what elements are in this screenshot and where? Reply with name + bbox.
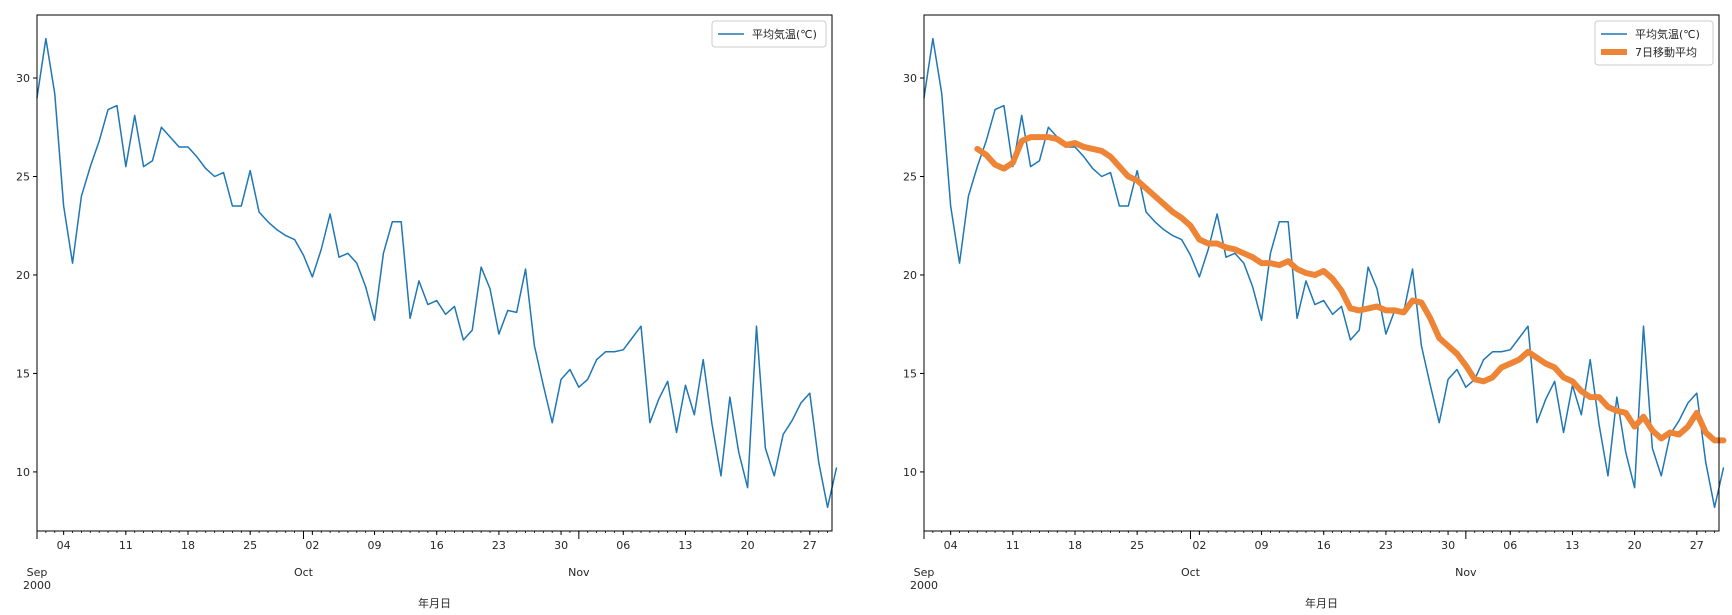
x-tick-label: 04 (57, 539, 71, 552)
legend-label: 平均気温(℃) (752, 27, 817, 41)
x-tick-label: 02 (305, 539, 319, 552)
x-tick-label: 23 (1379, 539, 1393, 552)
plot-frame (923, 14, 1720, 532)
series-line-moving-average (974, 134, 1727, 444)
left-chart: 10 15 20 25 30 04 11 18 25 02 09 16 23 30 06 13 20 27 Sep 2… (16, 14, 838, 610)
x-tick-label: 09 (1255, 539, 1269, 552)
x-axis-title: 年月日 (1305, 596, 1338, 610)
x-major-tick-label: Nov (1455, 566, 1477, 579)
x-tick-label: 18 (1068, 539, 1082, 552)
y-tick-label: 10 (16, 466, 30, 479)
x-major-tick-label: Oct (1181, 566, 1201, 579)
x-tick-label: 27 (1690, 539, 1704, 552)
x-tick-label: 25 (243, 539, 257, 552)
y-tick-label: 25 (16, 170, 30, 183)
y-tick-label: 10 (903, 466, 917, 479)
legend-label: 平均気温(℃) (1635, 27, 1700, 41)
x-tick-label: 11 (119, 539, 133, 552)
x-tick-label: 20 (1628, 539, 1642, 552)
x-tick-label: 13 (1565, 539, 1579, 552)
y-tick-label: 15 (903, 367, 917, 380)
x-tick-label: 13 (678, 539, 692, 552)
y-tick-label: 25 (903, 170, 917, 183)
y-tick-label: 30 (16, 72, 30, 85)
x-tick-label: 16 (1317, 539, 1331, 552)
y-tick-label: 15 (16, 367, 30, 380)
x-axis-title: 年月日 (418, 596, 451, 610)
legend-box (711, 20, 827, 48)
y-tick-label: 30 (903, 72, 917, 85)
x-major-tick-label: Nov (568, 566, 590, 579)
x-tick-label: 06 (1503, 539, 1517, 552)
x-tick-label: 20 (741, 539, 755, 552)
y-tick-label: 20 (16, 269, 30, 282)
x-tick-label: 04 (944, 539, 958, 552)
legend-label: 7日移動平均 (1635, 45, 1697, 59)
y-tick-label: 20 (903, 269, 917, 282)
series-line-temperature (36, 37, 838, 509)
x-major-tick-label: Oct (294, 566, 314, 579)
x-tick-label: 09 (368, 539, 382, 552)
x-tick-label: 06 (616, 539, 630, 552)
x-major-tick-label: Sep 2000 (910, 566, 938, 592)
x-tick-label: 23 (492, 539, 506, 552)
x-tick-label: 16 (430, 539, 444, 552)
x-tick-label: 18 (181, 539, 195, 552)
plot-frame (36, 14, 833, 532)
x-major-tick-label: Sep 2000 (23, 566, 51, 592)
x-tick-label: 25 (1130, 539, 1144, 552)
x-tick-label: 30 (554, 539, 568, 552)
x-tick-label: 30 (1441, 539, 1455, 552)
x-tick-label: 11 (1006, 539, 1020, 552)
x-tick-label: 02 (1192, 539, 1206, 552)
x-tick-label: 27 (803, 539, 817, 552)
right-chart: 10 15 20 25 30 04 11 18 25 02 09 16 23 30 06 13 20 27 Sep 2… (903, 14, 1727, 610)
